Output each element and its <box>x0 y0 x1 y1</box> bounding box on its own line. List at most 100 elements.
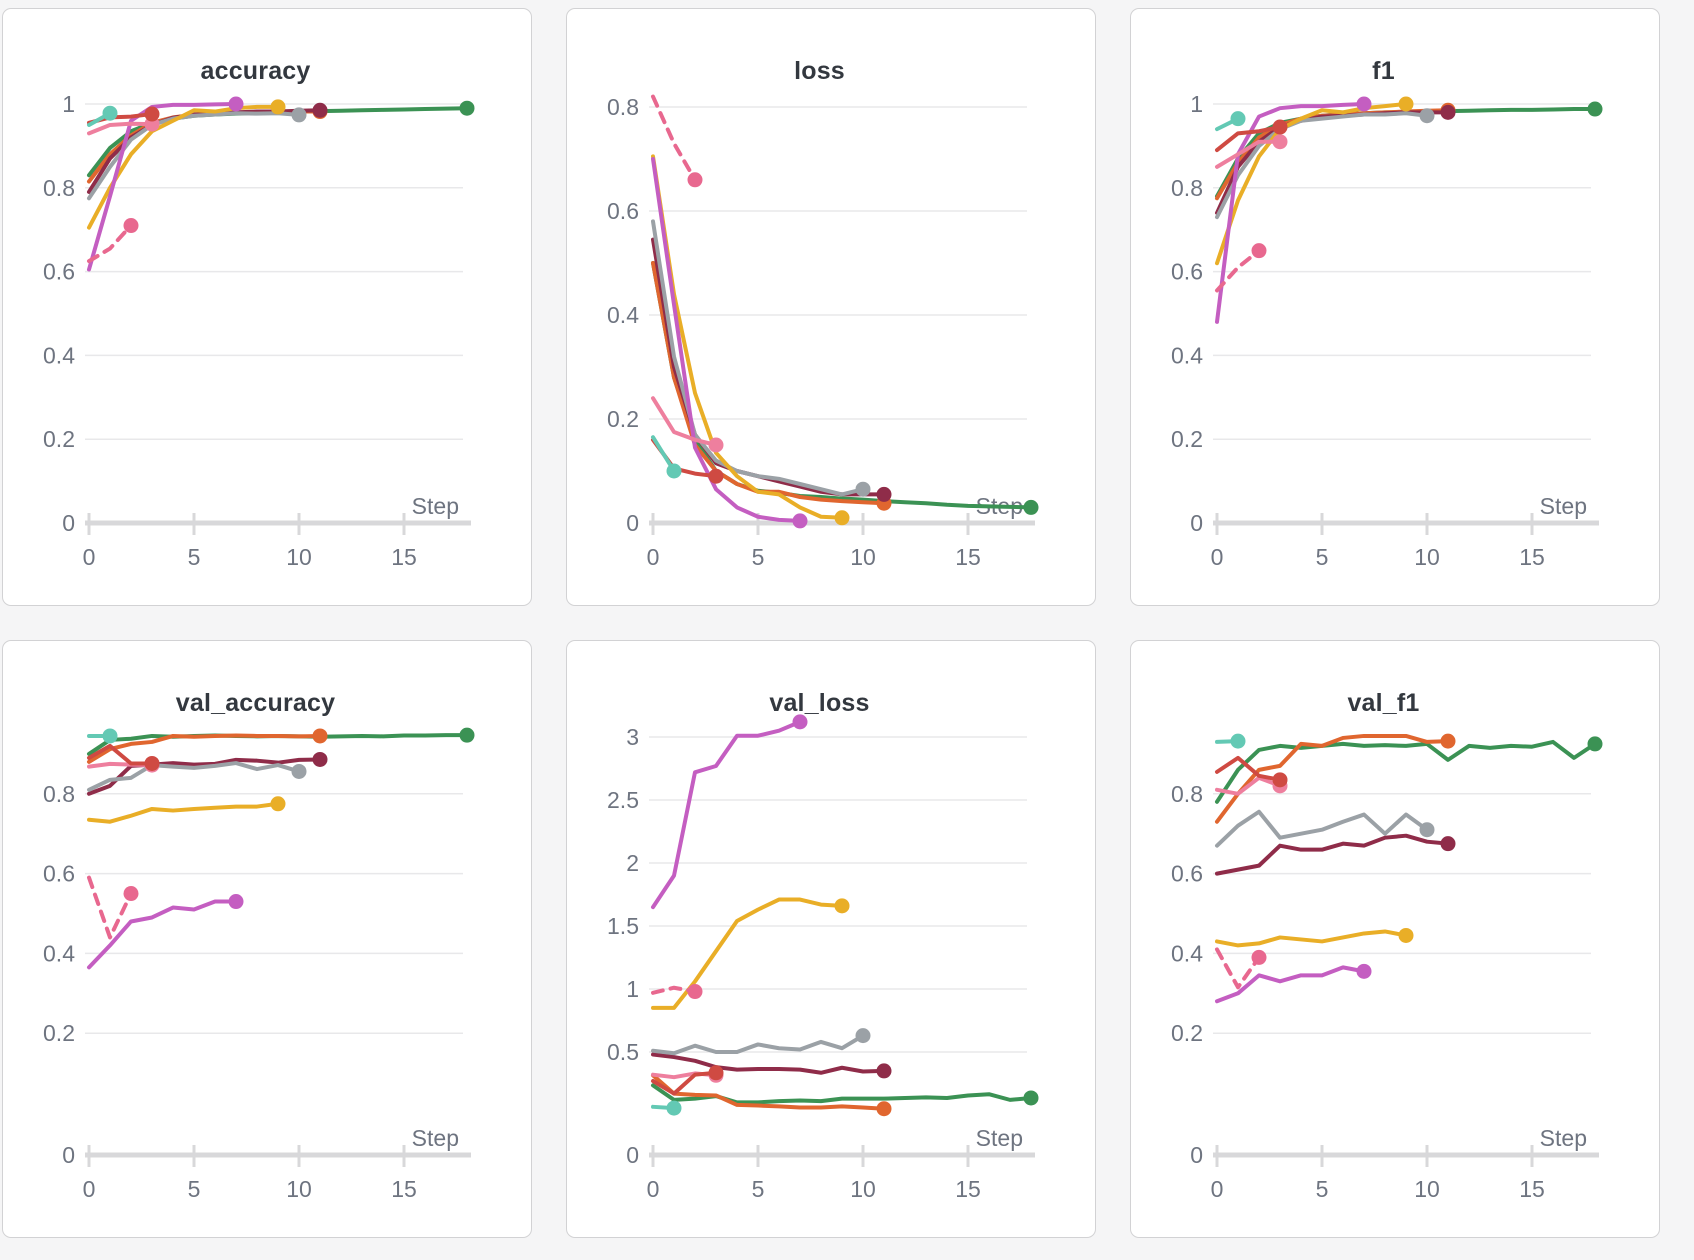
run-end-dot-magenta[interactable] <box>792 714 808 730</box>
run-line-gray[interactable] <box>1215 809 1429 848</box>
run-line-green[interactable] <box>1215 739 1597 804</box>
run-end-dot-teal[interactable] <box>666 463 682 479</box>
run-line-pinkdash[interactable] <box>651 94 697 182</box>
run-end-dot-magenta[interactable] <box>1356 96 1372 112</box>
chart-canvas-val-f1[interactable]: 0.8 0.6 0.4 0.2 00 5 10 15 Step <box>1131 641 1658 1236</box>
run-end-dot-pinkdash[interactable] <box>687 172 703 188</box>
run-end-dot-pinkdash[interactable] <box>687 984 703 1000</box>
run-end-dot-teal[interactable] <box>666 1100 682 1116</box>
run-end-dot-yellow[interactable] <box>270 796 286 812</box>
run-line-maroon[interactable] <box>1215 833 1450 876</box>
run-end-dot-magenta[interactable] <box>792 513 808 529</box>
run-line-gray[interactable] <box>651 1033 865 1056</box>
chart-canvas-val-loss[interactable]: 3 2.5 2 1.5 1 0.5 00 5 10 15 Step <box>567 641 1094 1236</box>
run-line-orange[interactable] <box>651 1073 886 1111</box>
run-end-dot-teal[interactable] <box>1230 111 1246 127</box>
run-line-yellow[interactable] <box>87 104 280 230</box>
run-end-dot-green[interactable] <box>459 100 475 116</box>
run-line-red[interactable] <box>1215 125 1282 153</box>
run-end-dot-magenta[interactable] <box>228 96 244 112</box>
run-end-dot-gray[interactable] <box>1419 108 1435 124</box>
run-end-dot-red[interactable] <box>708 1065 724 1081</box>
run-line-orange[interactable] <box>1215 733 1450 824</box>
run-end-dot-pinkdash[interactable] <box>1251 243 1267 259</box>
run-end-dot-pink[interactable] <box>1272 134 1288 150</box>
run-line-green[interactable] <box>1215 107 1597 199</box>
run-line-magenta[interactable] <box>87 102 238 272</box>
run-line-yellow[interactable] <box>651 897 844 1010</box>
run-end-dot-green[interactable] <box>1587 101 1603 117</box>
run-line-red[interactable] <box>87 743 154 766</box>
run-end-dot-pinkdash[interactable] <box>123 218 139 234</box>
run-line-yellow[interactable] <box>651 154 844 520</box>
run-line-pinkdash[interactable] <box>87 223 133 264</box>
run-end-dot-pink[interactable] <box>708 437 724 453</box>
run-end-dot-green[interactable] <box>1023 499 1039 515</box>
chart-canvas-f1[interactable]: 1 0.8 0.6 0.4 0.2 00 5 10 15 Step <box>1131 9 1658 604</box>
run-end-dot-yellow[interactable] <box>834 510 850 526</box>
run-end-dot-teal[interactable] <box>1230 733 1246 749</box>
run-line-gray[interactable] <box>651 219 865 497</box>
run-line-green[interactable] <box>87 106 469 178</box>
run-line-red[interactable] <box>1215 755 1282 782</box>
run-line-orange[interactable] <box>87 733 322 764</box>
run-end-dot-maroon[interactable] <box>876 486 892 502</box>
run-end-dot-green[interactable] <box>459 727 475 743</box>
run-line-pinkdash[interactable] <box>1215 248 1261 293</box>
run-end-dot-teal[interactable] <box>102 105 118 121</box>
run-line-pink[interactable] <box>651 396 718 447</box>
run-end-dot-maroon[interactable] <box>1440 836 1456 852</box>
run-line-magenta[interactable] <box>1215 102 1366 324</box>
run-end-dot-gray[interactable] <box>1419 822 1435 838</box>
run-line-maroon[interactable] <box>87 757 322 796</box>
run-line-pinkdash[interactable] <box>1215 947 1261 990</box>
run-end-dot-red[interactable] <box>144 755 160 771</box>
run-line-magenta[interactable] <box>651 719 802 910</box>
run-end-dot-gray[interactable] <box>291 107 307 123</box>
run-line-magenta[interactable] <box>87 899 238 970</box>
run-end-dot-orange[interactable] <box>312 728 328 744</box>
run-end-dot-yellow[interactable] <box>834 898 850 914</box>
run-end-dot-red[interactable] <box>1272 119 1288 135</box>
run-line-pink[interactable] <box>1215 775 1282 796</box>
run-end-dot-yellow[interactable] <box>1398 96 1414 112</box>
run-end-dot-pinkdash[interactable] <box>1251 949 1267 965</box>
run-end-dot-maroon[interactable] <box>1440 104 1456 120</box>
run-line-maroon[interactable] <box>651 1052 886 1075</box>
run-end-dot-green[interactable] <box>1023 1090 1039 1106</box>
run-end-dot-gray[interactable] <box>855 481 871 497</box>
chart-canvas-accuracy[interactable]: 1 0.8 0.6 0.4 0.2 00 5 10 15 Step <box>3 9 530 604</box>
run-line-yellow[interactable] <box>1215 929 1408 948</box>
run-end-dot-yellow[interactable] <box>1398 927 1414 943</box>
run-end-dot-yellow[interactable] <box>270 99 286 115</box>
run-line-gray[interactable] <box>87 761 301 792</box>
run-line-gray[interactable] <box>1215 111 1429 220</box>
run-end-dot-red[interactable] <box>144 106 160 122</box>
run-end-dot-pinkdash[interactable] <box>123 886 139 902</box>
run-line-yellow[interactable] <box>1215 102 1408 266</box>
run-end-dot-maroon[interactable] <box>312 751 328 767</box>
run-line-yellow[interactable] <box>87 801 280 824</box>
run-end-dot-gray[interactable] <box>855 1028 871 1044</box>
run-line-magenta[interactable] <box>651 157 802 523</box>
run-line-pink[interactable] <box>87 121 154 136</box>
run-end-dot-orange[interactable] <box>876 1101 892 1117</box>
run-line-pink[interactable] <box>1215 139 1282 169</box>
run-line-orange[interactable] <box>651 261 886 506</box>
chart-canvas-val-accuracy[interactable]: 0.8 0.6 0.4 0.2 00 5 10 15 Step <box>3 641 530 1236</box>
run-end-dot-orange[interactable] <box>1440 733 1456 749</box>
run-end-dot-teal[interactable] <box>102 728 118 744</box>
run-end-dot-gray[interactable] <box>291 763 307 779</box>
run-end-dot-red[interactable] <box>1272 772 1288 788</box>
run-line-pinkdash[interactable] <box>87 875 133 940</box>
run-end-dot-red[interactable] <box>708 468 724 484</box>
run-end-dot-maroon[interactable] <box>312 102 328 118</box>
run-line-green[interactable] <box>651 261 1033 510</box>
run-line-magenta[interactable] <box>1215 965 1366 1004</box>
run-end-dot-magenta[interactable] <box>1356 963 1372 979</box>
run-line-red[interactable] <box>651 1070 718 1096</box>
run-end-dot-magenta[interactable] <box>228 894 244 910</box>
run-end-dot-maroon[interactable] <box>876 1063 892 1079</box>
run-end-dot-green[interactable] <box>1587 736 1603 752</box>
